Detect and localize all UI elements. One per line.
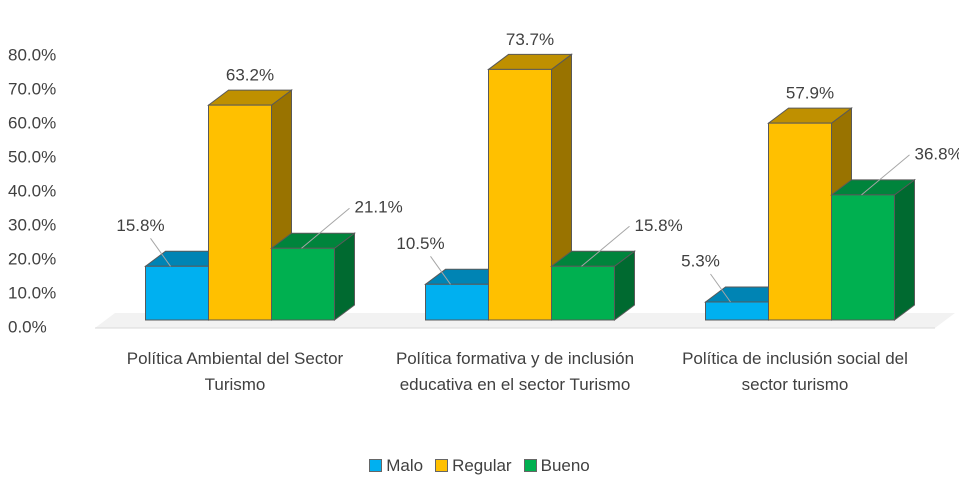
- bar: [270, 232, 356, 321]
- bar-front: [768, 122, 832, 321]
- y-tick-label: 30.0%: [8, 215, 56, 234]
- data-label: 21.1%: [355, 198, 403, 217]
- legend-label: Malo: [386, 456, 424, 475]
- x-tick-label: Política Ambiental del Sector Turismo: [126, 349, 344, 394]
- bar-front: [831, 194, 895, 321]
- leader-line: [430, 256, 451, 285]
- legend-item: Regular: [435, 456, 512, 476]
- bar-front: [488, 68, 552, 321]
- y-tick-label: 60.0%: [8, 113, 56, 132]
- leader-line: [861, 154, 910, 196]
- x-tick-label: Política formativa y de inclusión educat…: [395, 349, 635, 394]
- legend: Malo Regular Bueno: [0, 456, 959, 476]
- bar-front: [551, 265, 615, 321]
- data-label: 73.7%: [506, 30, 554, 49]
- legend-item: Bueno: [523, 456, 590, 476]
- y-tick-label: 20.0%: [8, 249, 56, 268]
- bar: [550, 250, 636, 321]
- x-tick-label: Política de inclusión social del sector …: [682, 349, 908, 394]
- y-tick-label: 10.0%: [8, 283, 56, 302]
- legend-swatch: [369, 459, 383, 472]
- data-label: 15.8%: [635, 216, 683, 235]
- bar-front: [145, 265, 209, 321]
- legend-label: Regular: [452, 456, 512, 475]
- data-label: 36.8%: [915, 144, 959, 163]
- leader-line: [581, 225, 630, 267]
- legend-swatch: [523, 459, 537, 472]
- bar-front: [425, 283, 489, 321]
- data-label: 57.9%: [786, 84, 834, 103]
- y-tick-label: 80.0%: [8, 45, 56, 64]
- data-label: 5.3%: [681, 251, 720, 270]
- bar: [487, 53, 573, 321]
- bar-front: [705, 301, 769, 321]
- y-tick-label: 70.0%: [8, 79, 56, 98]
- bar-side: [894, 178, 915, 321]
- leader-line: [301, 207, 350, 249]
- y-tick-label: 0.0%: [8, 317, 47, 336]
- bar-front: [208, 104, 272, 321]
- leader-line: [710, 273, 731, 303]
- legend-item: Malo: [369, 456, 423, 476]
- y-tick-label: 50.0%: [8, 147, 56, 166]
- y-tick-label: 40.0%: [8, 181, 56, 200]
- data-label: 15.8%: [116, 216, 164, 235]
- legend-label: Bueno: [540, 456, 590, 475]
- legend-swatch: [435, 459, 449, 472]
- bar-front: [271, 247, 335, 321]
- bar: [830, 178, 916, 321]
- leader-line: [150, 237, 171, 267]
- data-label: 63.2%: [226, 66, 274, 85]
- data-label: 10.5%: [396, 234, 444, 253]
